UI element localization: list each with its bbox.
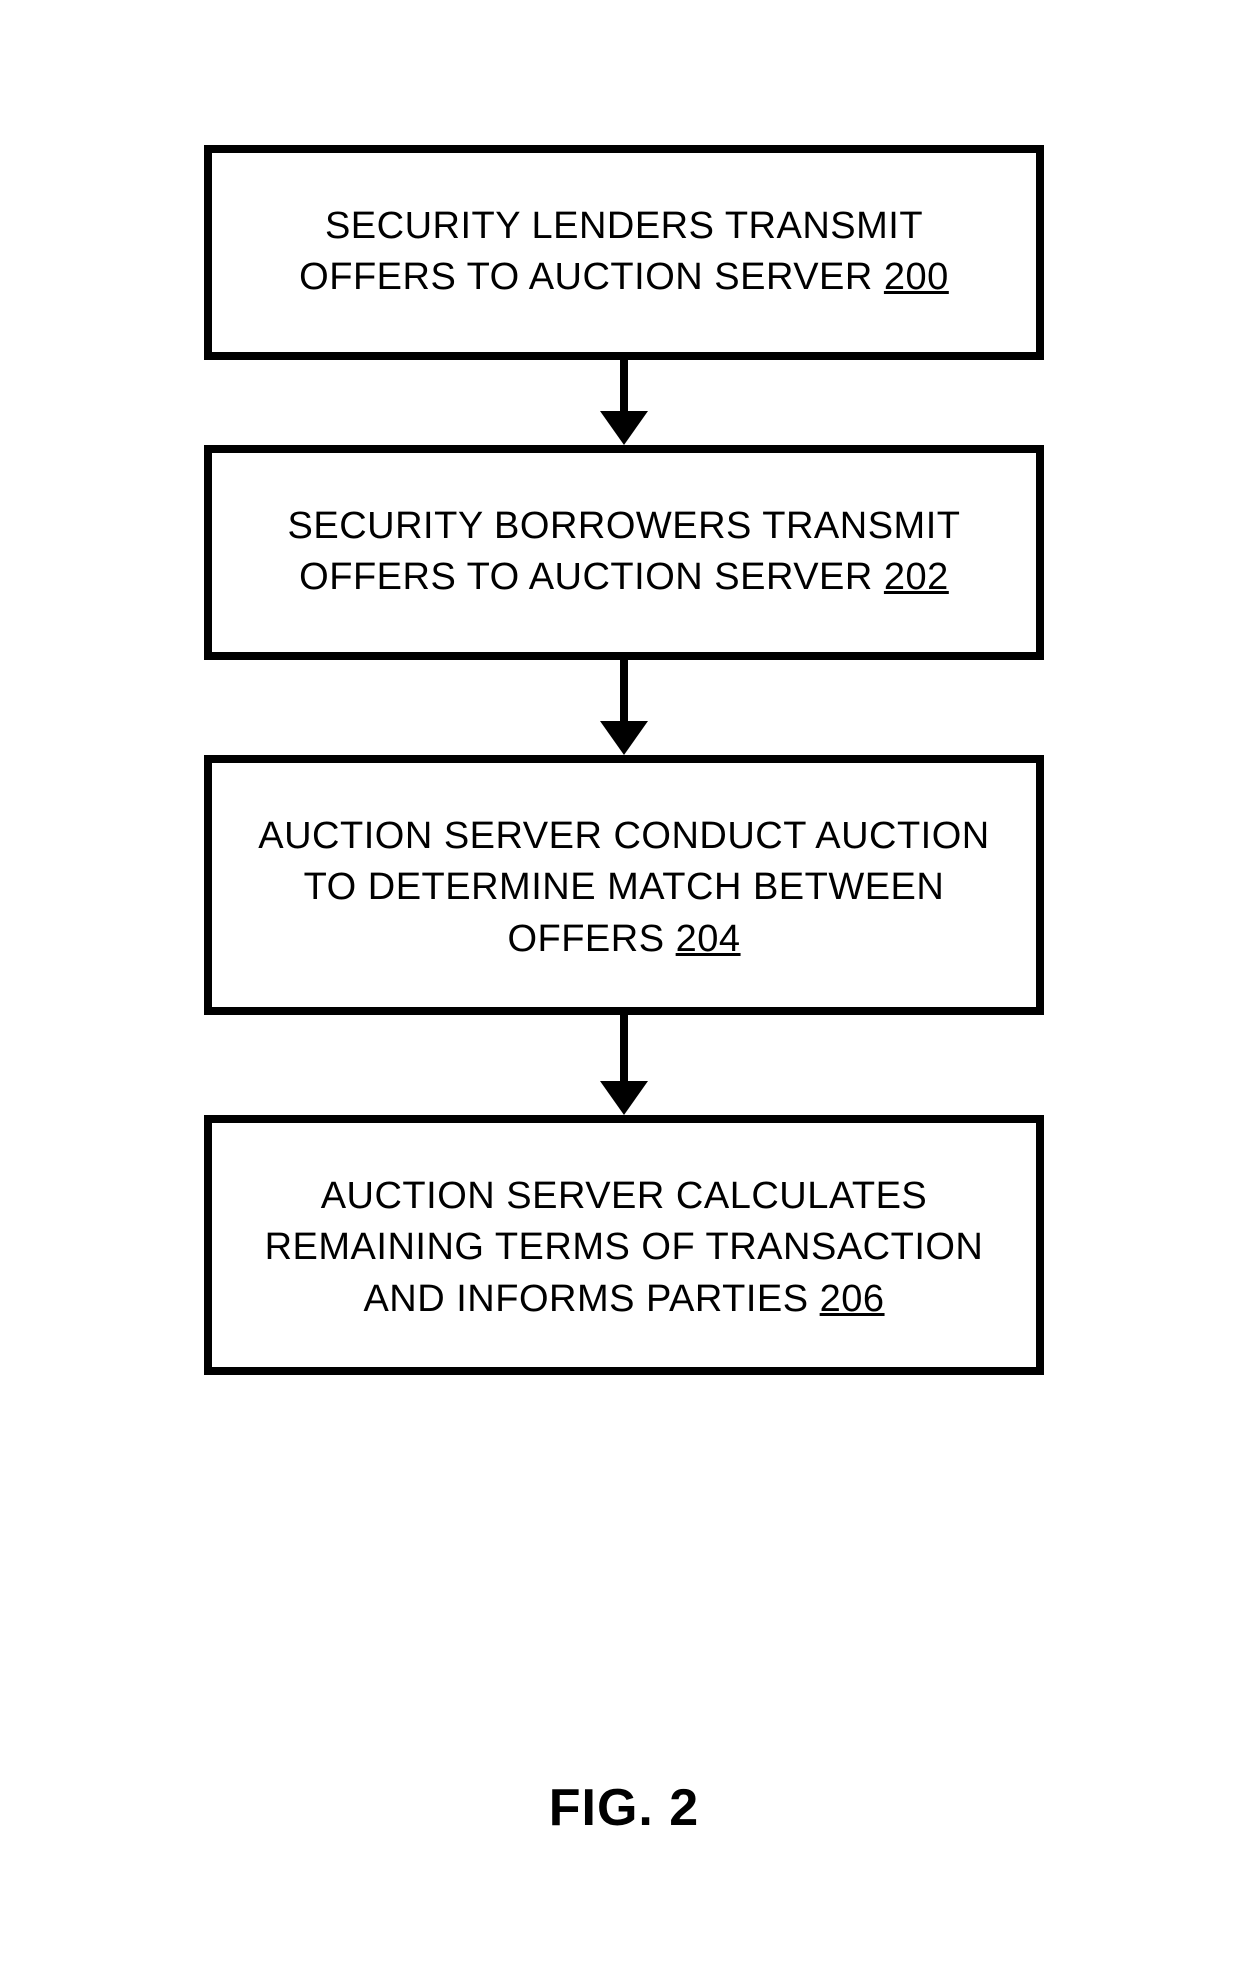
- step-ref-num: 200: [884, 256, 949, 298]
- step-text-body: AUCTION SERVER CONDUCT AUCTION TO DETERM…: [258, 815, 989, 960]
- step-ref-num: 206: [820, 1278, 885, 1320]
- flowchart-step-206: AUCTION SERVER CALCULATES REMAINING TERM…: [204, 1115, 1044, 1375]
- arrow-line: [620, 1015, 628, 1081]
- flowchart-step-202: SECURITY BORROWERS TRANSMIT OFFERS TO AU…: [204, 445, 1044, 660]
- arrow-head-icon: [600, 411, 648, 445]
- figure-label: FIG. 2: [549, 1778, 699, 1838]
- arrow-line: [620, 660, 628, 721]
- arrow-head-icon: [600, 1081, 648, 1115]
- step-text: SECURITY BORROWERS TRANSMIT OFFERS TO AU…: [288, 505, 961, 598]
- step-ref-num: 204: [676, 918, 741, 960]
- step-text: AUCTION SERVER CALCULATES REMAINING TERM…: [265, 1175, 984, 1320]
- flowchart-container: SECURITY LENDERS TRANSMIT OFFERS TO AUCT…: [184, 145, 1064, 1375]
- flowchart-step-204: AUCTION SERVER CONDUCT AUCTION TO DETERM…: [204, 755, 1044, 1015]
- arrow-3: [600, 1015, 648, 1115]
- arrow-1: [600, 360, 648, 445]
- step-text-body: SECURITY LENDERS TRANSMIT OFFERS TO AUCT…: [299, 205, 923, 298]
- step-text: AUCTION SERVER CONDUCT AUCTION TO DETERM…: [258, 815, 989, 960]
- flowchart-step-200: SECURITY LENDERS TRANSMIT OFFERS TO AUCT…: [204, 145, 1044, 360]
- arrow-2: [600, 660, 648, 755]
- arrow-head-icon: [600, 721, 648, 755]
- step-text-body: SECURITY BORROWERS TRANSMIT OFFERS TO AU…: [288, 505, 961, 598]
- step-text: SECURITY LENDERS TRANSMIT OFFERS TO AUCT…: [299, 205, 949, 298]
- arrow-line: [620, 360, 628, 411]
- step-ref-num: 202: [884, 556, 949, 598]
